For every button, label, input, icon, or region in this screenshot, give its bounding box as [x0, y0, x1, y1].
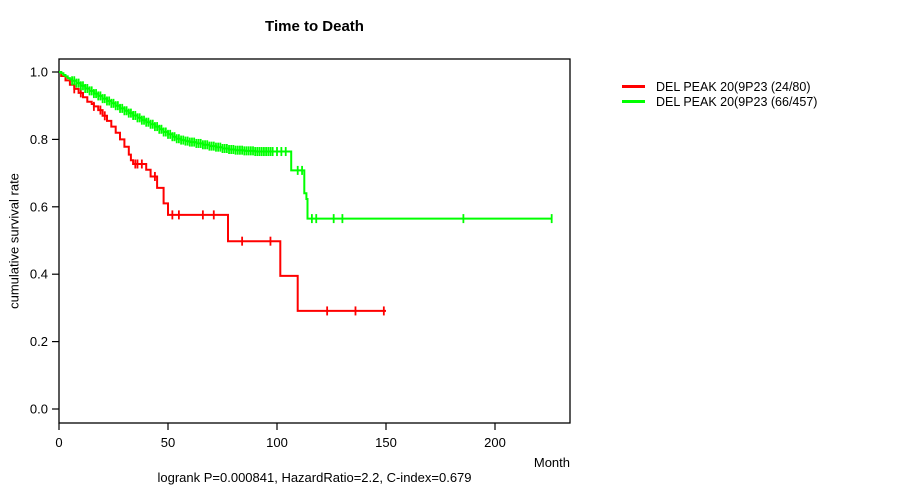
survival-curve-1	[59, 71, 552, 220]
y-tick-label: 1.0	[30, 65, 48, 80]
legend-label: DEL PEAK 20(9P23 (24/80)	[656, 79, 811, 94]
legend-line-red-icon	[622, 85, 645, 88]
legend-item: DEL PEAK 20(9P23 (24/80)	[622, 79, 817, 94]
survival-curve-0	[59, 71, 386, 312]
y-tick-label: 0.4	[30, 267, 48, 282]
x-axis-title: Month	[533, 455, 570, 470]
legend: DEL PEAK 20(9P23 (24/80) DEL PEAK 20(9P2…	[622, 79, 817, 109]
y-tick-label: 0.8	[30, 132, 48, 147]
legend-label: DEL PEAK 20(9P23 (66/457)	[656, 94, 818, 109]
x-tick-label: 0	[55, 435, 62, 450]
x-tick-label: 100	[266, 435, 288, 450]
x-tick-label: 200	[484, 435, 506, 450]
stats-footer: logrank P=0.000841, HazardRatio=2.2, C-i…	[157, 470, 472, 485]
y-tick-label: 0.2	[30, 334, 48, 349]
y-tick-label: 0.6	[30, 199, 48, 214]
chart-title: Time to Death	[265, 18, 364, 35]
x-tick-label: 150	[375, 435, 397, 450]
plot-frame	[58, 58, 571, 424]
legend-item: DEL PEAK 20(9P23 (66/457)	[622, 94, 817, 109]
x-tick-label: 50	[161, 435, 175, 450]
y-tick-label: 0.0	[30, 402, 48, 417]
legend-line-green-icon	[622, 100, 645, 103]
